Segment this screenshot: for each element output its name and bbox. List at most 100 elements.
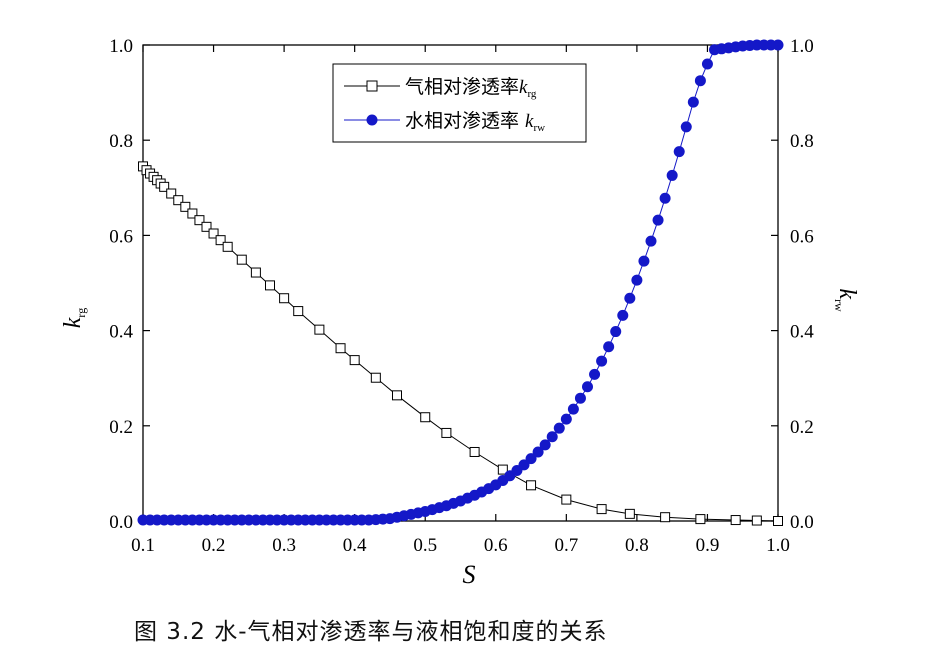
data-point-gas xyxy=(279,293,290,304)
y-axis-left-subscript: rg xyxy=(74,308,88,318)
data-point-water xyxy=(596,355,608,367)
x-axis-title: S xyxy=(463,560,476,589)
data-point-gas xyxy=(208,228,219,239)
data-point-gas xyxy=(660,512,671,523)
y-axis-right-symbol: k xyxy=(834,288,860,299)
y-axis-left-title: krg xyxy=(60,308,88,328)
data-point-water xyxy=(589,368,601,380)
x-tick-label: 1.0 xyxy=(766,535,790,556)
series-layer xyxy=(137,39,784,526)
y-left-tick-label: 1.0 xyxy=(109,36,133,57)
data-point-gas xyxy=(349,355,360,366)
data-point-water xyxy=(659,192,671,204)
y-left-tick-label: 0.6 xyxy=(109,226,133,247)
data-point-water xyxy=(701,58,713,70)
y-right-tick-label: 0.6 xyxy=(790,226,814,247)
data-point-water xyxy=(617,309,629,321)
data-point-water xyxy=(666,169,678,181)
x-tick-label: 0.1 xyxy=(131,535,155,556)
svg-text:krw: krw xyxy=(832,288,860,312)
y-right-tick-label: 0.8 xyxy=(790,131,814,152)
data-point-water xyxy=(610,326,622,338)
x-tick-label: 0.9 xyxy=(696,535,720,556)
data-point-gas xyxy=(293,306,304,317)
data-point-gas xyxy=(166,188,177,199)
data-point-water xyxy=(518,459,530,471)
y-axis-right-title: krw xyxy=(832,288,860,312)
data-point-gas xyxy=(751,515,762,526)
data-point-gas xyxy=(469,446,480,457)
data-point-gas xyxy=(596,504,607,515)
data-point-gas xyxy=(236,254,247,265)
data-point-gas xyxy=(730,515,741,526)
data-point-water xyxy=(680,121,692,133)
data-point-gas xyxy=(250,267,261,278)
svg-text:krg: krg xyxy=(60,308,88,328)
data-point-water xyxy=(631,274,643,286)
data-point-water xyxy=(603,341,615,353)
data-point-gas xyxy=(441,427,452,438)
x-tick-label: 0.5 xyxy=(413,535,437,556)
data-point-gas xyxy=(201,221,212,232)
data-point-gas xyxy=(695,514,706,525)
data-point-gas xyxy=(392,390,402,401)
data-point-gas xyxy=(222,241,233,252)
data-point-gas xyxy=(194,215,205,226)
x-tick-label: 0.6 xyxy=(484,535,508,556)
y-left-tick-label: 0.2 xyxy=(109,417,133,438)
figure-caption: 图 3.2 水-气相对渗透率与液相饱和度的关系 xyxy=(134,619,608,645)
data-point-gas xyxy=(773,516,783,526)
data-point-gas xyxy=(314,324,325,335)
legend-marker-gas xyxy=(366,80,378,92)
data-point-water xyxy=(638,255,650,267)
data-point-water xyxy=(687,96,699,108)
y-right-tick-label: 0.2 xyxy=(790,417,814,438)
data-point-gas xyxy=(370,372,381,383)
x-tick-label: 0.2 xyxy=(202,535,226,556)
legend: 气相对渗透率krg 水相对渗透率 krw xyxy=(332,63,587,143)
data-point-water xyxy=(532,446,544,458)
data-point-water xyxy=(772,39,784,51)
data-point-water xyxy=(567,403,579,415)
legend-marker-water xyxy=(366,114,378,126)
data-point-water xyxy=(553,422,565,434)
data-point-gas xyxy=(159,181,170,192)
data-point-gas xyxy=(420,412,431,423)
data-point-water xyxy=(574,392,586,404)
data-point-water xyxy=(624,292,636,304)
data-point-water xyxy=(673,146,685,158)
data-point-gas xyxy=(497,464,508,475)
legend-box xyxy=(332,63,587,143)
y-axis-right-subscript: rw xyxy=(832,299,846,312)
data-point-gas xyxy=(215,235,226,246)
y-right-tick-label: 1.0 xyxy=(790,36,814,57)
plot-frame xyxy=(142,44,779,522)
data-point-water xyxy=(652,214,664,226)
data-point-gas xyxy=(624,508,635,519)
y-left-tick-label: 0.4 xyxy=(109,322,133,343)
data-point-water xyxy=(560,413,572,425)
data-point-gas xyxy=(265,280,275,291)
series-line-0 xyxy=(142,166,779,522)
data-point-gas xyxy=(526,480,537,491)
data-point-water xyxy=(694,75,706,87)
data-point-water xyxy=(539,439,551,451)
data-point-water xyxy=(645,235,657,247)
y-left-tick-label: 0.8 xyxy=(109,131,133,152)
x-tick-label: 0.8 xyxy=(625,535,649,556)
y-right-tick-label: 0.0 xyxy=(790,512,814,533)
data-point-water xyxy=(582,381,593,393)
axis-ticks: 0.1 0.2 0.3 0.4 0.5 0.6 0.7 0.8 0.9 1.00.00.20.40… xyxy=(109,36,814,556)
data-point-water xyxy=(525,453,537,465)
data-point-gas xyxy=(173,195,184,206)
relative-permeability-chart: 0.1 0.2 0.3 0.4 0.5 0.6 0.7 0.8 0.9 1.00.00.20.40… xyxy=(60,36,860,589)
y-axis-left-symbol: k xyxy=(60,317,86,328)
data-point-gas xyxy=(180,201,191,212)
data-point-water xyxy=(546,431,558,443)
legend-label-gas: 气相对渗透率krg xyxy=(405,76,537,100)
x-tick-label: 0.4 xyxy=(343,535,367,556)
legend-label-water: 水相对渗透率 krw xyxy=(405,110,545,134)
data-point-gas xyxy=(187,208,198,219)
y-right-tick-label: 0.4 xyxy=(790,322,814,343)
x-tick-label: 0.7 xyxy=(554,535,578,556)
